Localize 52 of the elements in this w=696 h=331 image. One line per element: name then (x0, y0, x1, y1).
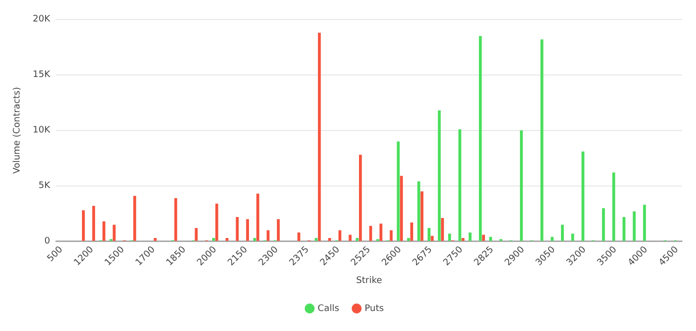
x-tick-label: 500 (46, 244, 66, 264)
legend-label: Puts (364, 304, 384, 314)
bar (482, 234, 485, 241)
bar (550, 236, 554, 241)
bar (356, 238, 359, 241)
bar (314, 238, 318, 241)
bar (338, 230, 342, 241)
bar (379, 224, 382, 241)
bar (462, 238, 464, 241)
bar (328, 238, 332, 241)
bar (348, 234, 352, 241)
y-tick-label: 15K (32, 70, 52, 80)
bar (102, 221, 106, 241)
bar (420, 191, 424, 241)
bar (560, 224, 564, 241)
bar (441, 218, 444, 241)
bar (318, 32, 321, 241)
bar (602, 208, 605, 241)
bar (154, 238, 157, 241)
bar (112, 224, 116, 241)
bar (540, 39, 544, 241)
bar (369, 226, 372, 241)
bar (458, 129, 462, 241)
bar (643, 204, 646, 241)
bar (400, 176, 403, 241)
bar (358, 154, 362, 241)
bar (582, 151, 584, 241)
bar (428, 228, 430, 241)
y-tick-label: 10K (32, 126, 52, 136)
bar (407, 238, 410, 241)
bar (82, 210, 85, 241)
bar (468, 232, 472, 241)
bar (226, 238, 228, 241)
bar (571, 234, 574, 241)
bar (212, 238, 216, 241)
bar (297, 232, 300, 241)
bar (266, 230, 270, 241)
bar (478, 36, 482, 241)
y-tick-label: 5K (38, 181, 52, 192)
bar (253, 238, 256, 241)
bar (246, 219, 249, 241)
legend-label: Calls (318, 304, 340, 314)
bar (520, 130, 523, 241)
bar (622, 216, 626, 241)
bar (489, 236, 492, 241)
bar (92, 206, 96, 241)
bar (448, 234, 451, 241)
y-tick-label: 20K (32, 14, 52, 25)
y-axis-title: Volume (Contracts) (12, 87, 23, 174)
y-tick-label: 0 (44, 236, 50, 247)
bar (276, 219, 280, 241)
x-axis-title: Strike (356, 276, 382, 286)
